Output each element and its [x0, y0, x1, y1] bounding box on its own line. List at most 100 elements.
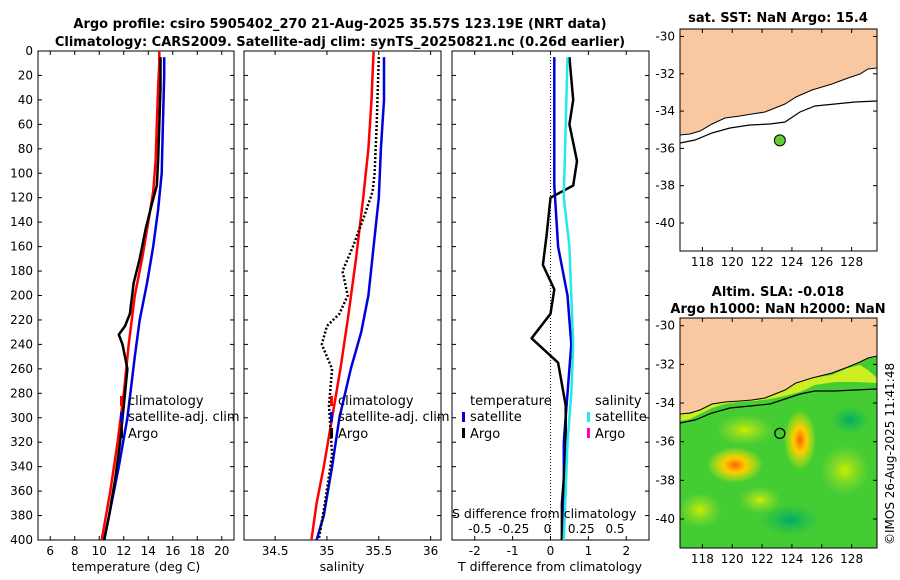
s-diff-tick-label: 0.25: [568, 522, 595, 536]
float-position-marker: [773, 134, 786, 147]
legend-swatch-climatology: [120, 396, 123, 406]
ytick-label: 100: [10, 166, 33, 180]
ytick-label: 360: [10, 484, 33, 498]
sst-map-land: [680, 29, 877, 135]
sst-map-yticks: -30 -32 -34 -36 -38 -40: [655, 29, 877, 230]
sla-anomaly-mid: [820, 445, 870, 495]
series-line-argo: [102, 57, 162, 540]
map-ytick-label: -32: [655, 67, 675, 81]
xtick-label: 34.5: [262, 544, 289, 558]
sla-map-frame: [679, 317, 878, 549]
sla-map-xticks: 118 120 122 124 126 128: [691, 318, 863, 566]
series-line-temperature-satellite: [553, 57, 573, 540]
legend-swatch-satellite: [120, 412, 123, 422]
sst-map-coastline: [680, 67, 877, 136]
s-diff-tick-label: 0.5: [605, 522, 624, 536]
map-xtick-label: 126: [810, 255, 833, 269]
difference-legend: temperature satellite Argo salinity sate…: [462, 394, 647, 442]
xtick-label: 18: [190, 544, 205, 558]
ytick-label: 180: [10, 264, 33, 278]
temperature-legend: climatology satellite-adj. clim Argo: [120, 394, 240, 442]
xtick-label: 35.5: [365, 544, 392, 558]
s-diff-tick-label: -0.25: [498, 522, 529, 536]
map-ytick-label: -34: [655, 396, 675, 410]
ytick-label: 80: [18, 142, 33, 156]
xtick-label: -2: [469, 544, 481, 558]
map-xtick-label: 122: [751, 255, 774, 269]
legend-temperature-title: temperature: [470, 394, 552, 409]
ytick-label: 160: [10, 240, 33, 254]
ytick-label: 340: [10, 460, 33, 474]
legend-satellite: satellite-adj. clim: [128, 410, 240, 425]
ytick-label: 140: [10, 215, 33, 229]
sla-anomaly-mid: [715, 414, 775, 446]
series-line-satellite-adj-clim: [102, 57, 166, 540]
temperature-panel: 6 8 10 12 14 16 18 20 0 20 40 60 80 100 120 140 160 180 2…: [10, 44, 240, 574]
salinity-panel: 34.5 35 35.5 36 salinity climatology satell…: [243, 50, 450, 574]
legend-swatch-t-satellite: [462, 412, 465, 422]
legend-swatch-argo: [330, 428, 333, 438]
sst-map-title: sat. SST: NaN Argo: 15.4: [688, 11, 868, 26]
salinity-xlabel: salinity: [320, 559, 365, 574]
series-line-climatology: [100, 51, 161, 540]
series-line-temperature-argo: [530, 56, 579, 540]
xtick-label: 8: [71, 544, 79, 558]
ytick-label: 220: [10, 313, 33, 327]
sla-anomaly-high: [784, 410, 816, 470]
ytick-label: 240: [10, 337, 33, 351]
xtick-label: -1: [507, 544, 519, 558]
sst-map-isobath: [680, 100, 877, 144]
copyright-stamp: ©IMOS 26-Aug-2025 11:41:48: [883, 363, 897, 545]
map-ytick-label: -36: [655, 435, 675, 449]
s-diff-tick-label: 0: [544, 522, 552, 536]
xtick-label: 36: [423, 544, 438, 558]
legend-argo: Argo: [128, 427, 158, 442]
map-ytick-label: -40: [655, 512, 675, 526]
ytick-label: 0: [25, 44, 33, 58]
xtick-label: 20: [214, 544, 229, 558]
title-line2: Climatology: CARS2009. Satellite-adj cli…: [55, 35, 625, 50]
legend-swatch-t-argo: [462, 428, 465, 438]
difference-panel: -2 -1 0 1 2 -0.5 -0.25 0 0.25 0.5 S difference f…: [451, 50, 650, 574]
map-xtick-label: 120: [721, 255, 744, 269]
float-position-marker: [774, 427, 786, 439]
legend-s-satellite: satellite: [595, 410, 647, 425]
ytick-label: 200: [10, 289, 33, 303]
temperature-xticks: 6 8 10 12 14 16 18 20: [46, 51, 229, 558]
salinity-xticks: 34.5 35 35.5 36: [244, 50, 441, 558]
ytick-label: 20: [18, 68, 33, 82]
map-xtick-label: 122: [751, 552, 774, 566]
difference-axes-frame: [451, 50, 650, 541]
difference-series: [530, 56, 579, 540]
title-line1: Argo profile: csiro 5905402_270 21-Aug-2…: [73, 17, 606, 32]
map-ytick-label: -32: [655, 357, 675, 371]
sla-map-land: [680, 318, 877, 414]
map-ytick-label: -30: [655, 29, 675, 43]
depth-yticks: 0 20 40 60 80 100 120 140 160 180 200 220 240 260 280 3…: [10, 44, 234, 547]
sla-anomaly-high: [707, 447, 763, 483]
legend-swatch-climatology: [330, 396, 333, 406]
sla-map-coastline: [680, 355, 877, 415]
legend-t-argo: Argo: [470, 427, 500, 442]
sst-map: sat. SST: NaN Argo: 15.4 118 120 122 124 126…: [655, 11, 878, 269]
sla-map-title2: Argo h1000: NaN h2000: NaN: [670, 302, 885, 317]
legend-swatch-argo: [120, 428, 123, 438]
map-ytick-label: -30: [655, 319, 675, 333]
legend-satellite: satellite-adj. clim: [338, 410, 450, 425]
temperature-xlabel: temperature (deg C): [72, 559, 201, 574]
difference-xlabel: T difference from climatology: [457, 559, 643, 574]
ytick-label: 320: [10, 435, 33, 449]
s-difference-label: S difference from climatology: [452, 506, 637, 521]
map-ytick-label: -36: [655, 141, 675, 155]
difference-xticks: -2 -1 0 1 2: [452, 50, 649, 558]
salinity-legend: climatology satellite-adj. clim Argo: [330, 394, 450, 442]
ytick-label: 260: [10, 362, 33, 376]
sla-anomaly-mid: [738, 486, 782, 514]
series-line-salinity-satellite: [562, 57, 575, 540]
salinity-axes-frame: [243, 50, 442, 541]
ytick-label: 300: [10, 411, 33, 425]
s-diff-tick-label: -0.5: [468, 522, 491, 536]
map-ytick-label: -40: [655, 216, 675, 230]
sla-map-isobath: [680, 388, 877, 424]
